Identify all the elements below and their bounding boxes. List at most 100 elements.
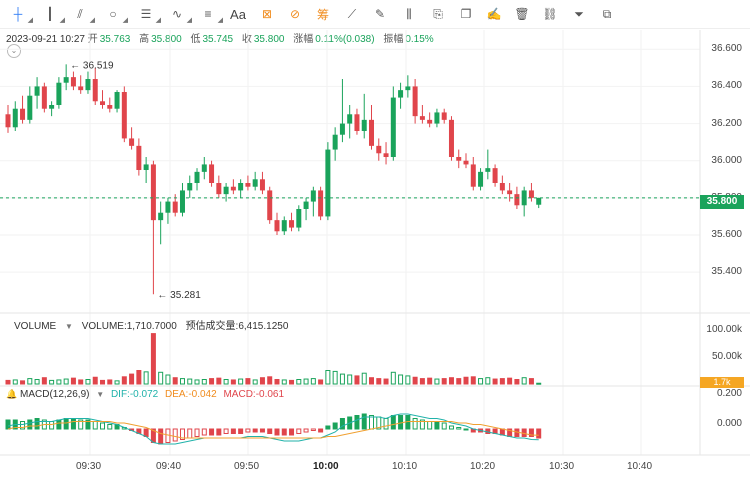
candle-body bbox=[216, 183, 222, 195]
tool-caret-icon[interactable]: ◢ bbox=[59, 17, 65, 24]
volume-axis-label-2: 50.00k bbox=[711, 351, 742, 362]
macd-bar bbox=[259, 428, 265, 433]
macd-bar bbox=[427, 421, 433, 430]
volume-bar bbox=[419, 378, 425, 385]
candle-body bbox=[20, 108, 26, 120]
volume-bar bbox=[434, 378, 440, 385]
candle-body bbox=[281, 220, 287, 232]
ohlc-info-bar: 2023-09-21 10:27 开 35.763 高 35.800 低 35.745… bbox=[6, 30, 440, 45]
wave-tool-icon[interactable]: ∿ ◢ bbox=[171, 7, 192, 24]
filter-icon[interactable]: ⏷ bbox=[574, 6, 584, 21]
candle-body bbox=[245, 183, 251, 187]
info-datetime: 2023-09-21 10:27 bbox=[6, 34, 85, 45]
tool-caret-icon[interactable]: ◢ bbox=[27, 17, 33, 24]
volume-indicator-name[interactable]: VOLUME bbox=[14, 321, 57, 332]
price-axis-label: 35.400 bbox=[711, 266, 742, 278]
pen-icon[interactable]: ✎ bbox=[374, 7, 386, 21]
macd-bar bbox=[238, 428, 244, 434]
tool-caret-icon[interactable]: ◢ bbox=[217, 17, 223, 24]
close-label: 收 bbox=[241, 34, 252, 45]
candle-body bbox=[369, 119, 374, 146]
vertical-line-icon[interactable]: ┃ ◢ bbox=[46, 7, 65, 24]
macd-bar bbox=[412, 418, 418, 430]
volume-bar bbox=[376, 378, 382, 385]
parallel-lines-icon[interactable]: ☰ ◢ bbox=[140, 7, 161, 24]
volume-last-tag: 1.7k bbox=[700, 377, 744, 388]
trend-line-icon[interactable]: ⫽ ◢ bbox=[77, 6, 95, 25]
macd-indicator-name[interactable]: MACD(12,26,9) bbox=[20, 389, 90, 400]
candle-body bbox=[347, 114, 353, 124]
candle-body bbox=[354, 114, 360, 131]
macd-bar bbox=[318, 428, 324, 433]
volume-bar bbox=[252, 379, 258, 385]
macd-dropdown-icon[interactable]: ▼ bbox=[96, 390, 105, 399]
macd-bar bbox=[179, 428, 185, 440]
trash-icon[interactable]: 🗑 bbox=[514, 7, 530, 21]
low-value: 35.745 bbox=[202, 34, 234, 45]
macd-bar bbox=[56, 419, 62, 430]
candle-type-icon[interactable]: ⫼ bbox=[406, 6, 412, 21]
macd-panel-label: 🔔 MACD(12,26,9) ▼ DIF:-0.072 DEA:-0.042 … bbox=[6, 389, 284, 400]
low-label: 低 bbox=[190, 34, 201, 45]
candle-body bbox=[427, 119, 433, 124]
volume-bar bbox=[499, 378, 505, 385]
candle-body bbox=[187, 183, 193, 191]
candle-body bbox=[267, 190, 273, 221]
strategy-icon[interactable]: 筹 bbox=[316, 7, 329, 22]
macd-bar bbox=[34, 418, 40, 430]
macd-bar bbox=[85, 419, 91, 430]
macd-toggle-icon[interactable]: 🔔 bbox=[6, 389, 18, 399]
candle-body bbox=[209, 164, 215, 183]
macd-bar bbox=[63, 418, 69, 430]
candle-body bbox=[405, 86, 411, 91]
volume-dropdown-icon[interactable]: ▼ bbox=[65, 322, 73, 331]
settings-copy-icon[interactable]: ⧉ bbox=[602, 6, 612, 21]
candle-body bbox=[412, 86, 418, 117]
candle-body bbox=[485, 168, 491, 172]
candle-body bbox=[70, 77, 76, 87]
candle-body bbox=[303, 201, 309, 209]
candle-body bbox=[318, 190, 324, 217]
time-axis-label: 10:20 bbox=[470, 461, 496, 472]
ruler-icon[interactable]: ⟋ bbox=[347, 6, 357, 21]
clipboard-icon[interactable]: ⎘ bbox=[433, 6, 443, 21]
collapse-chevron-icon[interactable]: ⌄ bbox=[7, 44, 21, 58]
change-label: 涨幅 bbox=[293, 34, 314, 45]
link-icon[interactable]: ⛓ bbox=[542, 7, 558, 21]
macd-bar bbox=[441, 422, 447, 430]
volume-bar bbox=[121, 376, 127, 385]
candle-body bbox=[499, 183, 505, 191]
tool-caret-icon[interactable]: ◢ bbox=[155, 17, 161, 24]
fib-tool-icon[interactable]: ≡ ◢ bbox=[204, 7, 223, 24]
volume-bar bbox=[216, 377, 222, 385]
high-value: 35.800 bbox=[151, 34, 182, 45]
volume-bar bbox=[325, 370, 331, 385]
text-tool-icon[interactable]: Aa bbox=[230, 6, 246, 22]
copy-icon[interactable]: ❐ bbox=[460, 7, 472, 21]
tool-caret-icon[interactable]: ◢ bbox=[186, 17, 192, 24]
volume-bar bbox=[201, 379, 207, 385]
candle-body bbox=[310, 190, 316, 202]
volume-bar bbox=[470, 376, 476, 385]
volume-bar bbox=[63, 378, 69, 385]
candle-body bbox=[383, 153, 389, 157]
candle-body bbox=[5, 114, 11, 128]
edit-note-icon[interactable]: ✍ bbox=[486, 7, 502, 21]
candle-body bbox=[507, 190, 513, 195]
magnet-icon[interactable]: ⊠ bbox=[261, 7, 273, 21]
price-axis-label: 35.600 bbox=[711, 229, 742, 240]
volume-bar bbox=[514, 379, 520, 385]
candle-body bbox=[230, 186, 236, 191]
macd-bar bbox=[390, 415, 396, 430]
tool-caret-icon[interactable]: ◢ bbox=[89, 17, 95, 24]
volume-bar bbox=[289, 379, 295, 385]
high-label: 高 bbox=[139, 34, 150, 45]
lock-drawing-icon[interactable]: ⊘ bbox=[289, 7, 301, 21]
crosshair-icon[interactable]: ┼ ◢ bbox=[13, 7, 33, 24]
time-axis-label: 10:30 bbox=[549, 461, 575, 472]
volume-bar bbox=[441, 378, 447, 385]
tool-caret-icon[interactable]: ◢ bbox=[122, 17, 128, 24]
circle-tool-icon[interactable]: ○ ◢ bbox=[109, 7, 128, 24]
candle-body bbox=[143, 164, 149, 170]
